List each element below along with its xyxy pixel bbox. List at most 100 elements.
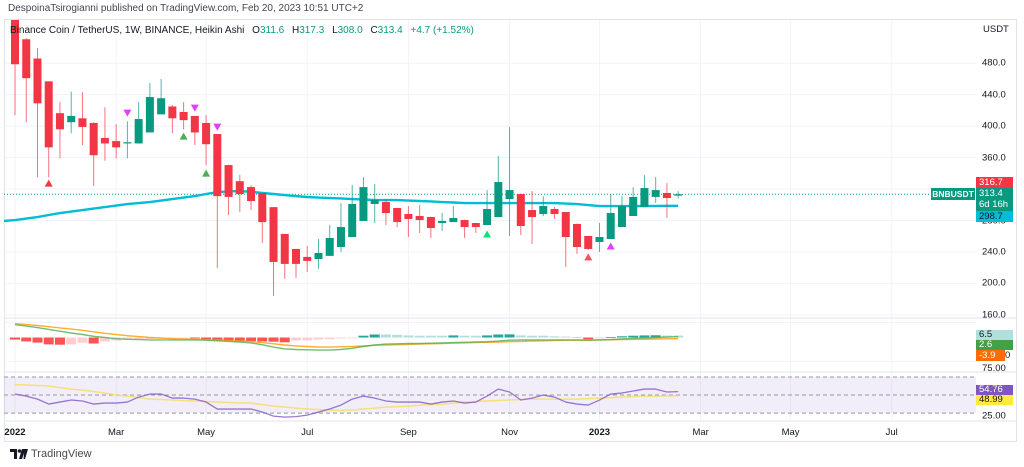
price-axis-tick: 200.0 [982,277,1006,289]
candle-body [438,220,447,224]
macd-histogram-bar [167,337,178,339]
low-label: L [332,25,338,36]
signal-triangle-down-icon [190,104,199,112]
candle-body [336,227,345,247]
candle [168,104,177,134]
macd-histogram-bar [21,337,32,342]
candle [44,81,53,178]
time-axis-label: 2023 [588,427,611,438]
candle [426,216,435,238]
macd-histogram-bar [77,337,88,343]
signal-triangle-down-icon [213,123,222,131]
candle-body [269,207,278,262]
candle-body [617,206,626,228]
macd-histogram-bar [605,337,616,338]
macd-histogram-bar [302,337,313,341]
signal-triangle-up-icon [584,253,593,261]
candle [33,48,42,178]
macd-histogram-bar [279,337,290,343]
macd-histogram-bar [448,335,459,338]
candle-body [370,199,379,204]
candle-body [280,233,289,264]
candle-body [651,190,660,197]
candle-body [134,119,143,144]
signal-triangle-up-icon [202,169,211,177]
candle [348,184,357,238]
candle [393,207,402,228]
candle-body [674,194,683,196]
candle [662,183,671,218]
candle [213,134,222,268]
candle-body [606,213,615,239]
moving-average-line [4,189,679,223]
macd-histogram-bar [594,337,605,339]
candle [235,174,244,213]
signal-triangle-up-icon [606,242,615,250]
candle [145,82,154,133]
candle [258,192,267,243]
candle-body [11,20,19,65]
candle [157,78,166,115]
macd-histogram-bar [650,335,661,338]
macd-histogram-bar [32,337,43,343]
candle [573,223,581,254]
macd-axis-zero-label: 0 [1005,350,1011,361]
candle-body [303,256,312,261]
candle [483,190,492,225]
chart-legend: Binance Coin / TetherUS, 1W, BINANCE, He… [10,25,474,36]
macd-histogram-bar [380,334,391,338]
candle-body [235,181,244,195]
macd-histogram-bar [88,337,99,344]
candle-body [528,210,537,218]
candle [561,211,570,267]
macd-histogram-bar [459,335,470,338]
symbol-description: Binance Coin / TetherUS, 1W, BINANCE, He… [10,25,245,36]
macd-signal-line [14,323,679,348]
candle [280,233,289,279]
price-axis-tick: 400.0 [982,120,1006,132]
candle-body [393,207,402,222]
macd-histogram-bar [324,337,335,340]
publisher-caption: DespoinaTsirogianni published on Trading… [8,3,364,14]
candle-body [145,97,154,133]
rsi-line [14,388,679,418]
macd-line-tag: 2.6 [976,340,1013,350]
time-axis-label: Mar [692,427,709,438]
candle-body [292,248,300,264]
rsi-pane [4,376,976,418]
macd-histogram-bar [583,337,594,340]
candle [640,175,649,208]
tradingview-footer-link[interactable]: TradingView [10,448,92,460]
price-pane [4,20,976,296]
price-axis-tick: 360.0 [982,152,1006,164]
candle-body [55,113,64,130]
signal-triangle-up-icon [44,179,53,187]
candle [494,156,503,218]
macd-histogram-bar [414,335,425,338]
candle-body [123,142,132,144]
candle [516,193,525,235]
macd-histogram-bar [628,335,639,338]
candle-body [550,209,559,214]
candle-body [213,134,222,197]
macd-histogram-bar [572,337,582,338]
macd-histogram-bar [639,335,650,338]
candle-body [67,115,76,123]
macd-histogram-bar [470,335,481,338]
candle [325,224,334,256]
candle [55,102,64,159]
macd-histogram-bar [43,337,54,345]
macd-histogram-bar [437,335,448,338]
candle-body [640,188,649,208]
candle [314,238,323,269]
candle [247,185,256,211]
open-value: 311.6 [259,25,285,36]
gridlines [4,20,976,421]
candle [78,92,87,146]
macd-histogram-bar [358,335,369,338]
macd-histogram-bar [133,337,144,340]
candle [224,164,233,215]
moving-average-tag: 298.7 [976,211,1013,222]
candle [336,203,345,252]
